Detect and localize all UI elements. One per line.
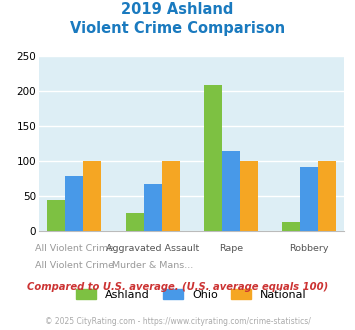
Text: All Violent Crime: All Violent Crime <box>35 261 114 270</box>
Bar <box>65 177 83 231</box>
Bar <box>240 161 258 231</box>
Bar <box>47 200 65 231</box>
Bar <box>300 167 318 231</box>
Text: © 2025 CityRating.com - https://www.cityrating.com/crime-statistics/: © 2025 CityRating.com - https://www.city… <box>45 317 310 326</box>
Bar <box>126 213 143 231</box>
Legend: Ashland, Ohio, National: Ashland, Ohio, National <box>76 289 307 300</box>
Bar <box>162 161 180 231</box>
Text: 2019 Ashland: 2019 Ashland <box>121 2 234 16</box>
Text: Violent Crime Comparison: Violent Crime Comparison <box>70 21 285 36</box>
Text: Compared to U.S. average. (U.S. average equals 100): Compared to U.S. average. (U.S. average … <box>27 282 328 292</box>
Bar <box>204 85 222 231</box>
Bar <box>83 161 101 231</box>
Text: Robbery: Robbery <box>289 244 329 253</box>
Text: Rape: Rape <box>219 244 243 253</box>
Text: Aggravated Assault: Aggravated Assault <box>106 244 199 253</box>
Bar <box>143 184 162 231</box>
Text: All Violent Crime: All Violent Crime <box>35 244 114 253</box>
Bar <box>282 222 300 231</box>
Bar <box>318 161 336 231</box>
Bar <box>222 150 240 231</box>
Text: Murder & Mans...: Murder & Mans... <box>112 261 193 270</box>
